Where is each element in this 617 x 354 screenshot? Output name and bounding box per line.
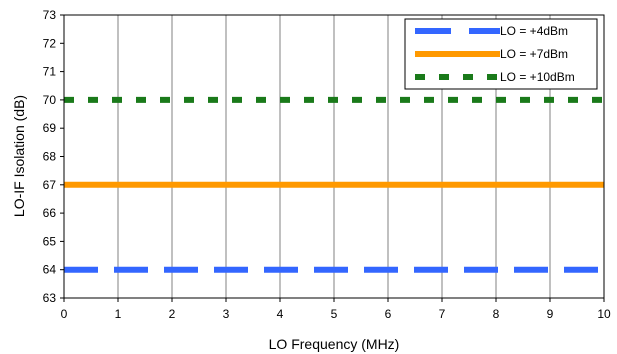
y-tick-label: 64 (43, 263, 57, 277)
x-tick-label: 6 (385, 307, 392, 321)
y-tick-label: 63 (43, 291, 57, 305)
x-axis: 0 1 2 3 4 5 6 7 8 9 10 (61, 298, 611, 321)
legend-label-1: LO = +4dBm (500, 24, 568, 38)
y-tick-label: 67 (43, 178, 57, 192)
y-axis: 63 64 65 66 67 68 69 70 71 72 73 (43, 8, 64, 305)
x-axis-title: LO Frequency (MHz) (269, 336, 400, 352)
y-tick-label: 72 (43, 36, 57, 50)
y-tick-label: 65 (43, 234, 57, 248)
x-tick-label: 2 (169, 307, 176, 321)
x-tick-label: 10 (597, 307, 611, 321)
x-tick-label: 7 (439, 307, 446, 321)
legend: LO = +4dBm LO = +7dBm LO = +10dBm (405, 19, 597, 89)
legend-label-3: LO = +10dBm (500, 70, 575, 84)
y-tick-label: 73 (43, 8, 57, 22)
x-tick-label: 4 (277, 307, 284, 321)
y-axis-title: LO-IF Isolation (dB) (11, 95, 27, 217)
x-tick-label: 8 (493, 307, 500, 321)
legend-label-2: LO = +7dBm (500, 47, 568, 61)
x-tick-label: 9 (547, 307, 554, 321)
x-tick-label: 1 (115, 307, 122, 321)
x-tick-label: 5 (331, 307, 338, 321)
y-tick-label: 69 (43, 121, 57, 135)
x-tick-label: 3 (223, 307, 230, 321)
x-tick-label: 0 (61, 307, 68, 321)
y-tick-label: 68 (43, 150, 57, 164)
y-tick-label: 71 (43, 65, 57, 79)
y-tick-label: 70 (43, 93, 57, 107)
y-tick-label: 66 (43, 206, 57, 220)
